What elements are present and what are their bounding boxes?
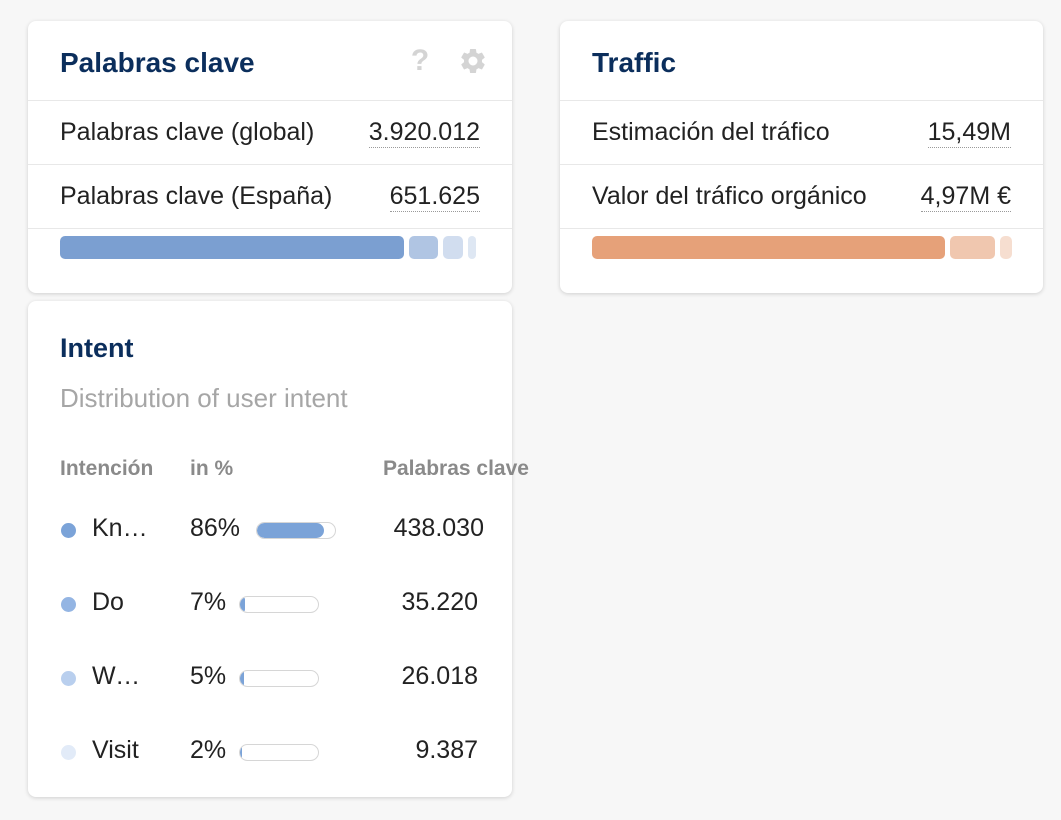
keywords-spain-value[interactable]: 651.625 xyxy=(389,182,480,212)
help-icon[interactable]: ? xyxy=(410,44,430,77)
keywords-column-header: Palabras clave xyxy=(383,457,529,480)
intent-percent: 7% xyxy=(190,588,227,616)
intent-keyword-count[interactable]: 9.387 xyxy=(415,736,478,764)
intent-column-header: Intención xyxy=(60,457,154,480)
keywords-card-title: Palabras clave xyxy=(60,47,255,78)
intent-keyword-count[interactable]: 438.030 xyxy=(393,514,484,542)
traffic-bar-segment-1 xyxy=(592,236,945,259)
intent-share-fill xyxy=(240,745,243,760)
intent-dot xyxy=(61,597,76,612)
intent-card-title: Intent xyxy=(60,333,134,363)
traffic-value-value[interactable]: 4,97M € xyxy=(920,182,1011,212)
intent-row-know[interactable]: Know 86% 438.030 xyxy=(28,510,512,550)
intent-card-subtitle: Distribution of user intent xyxy=(60,383,348,413)
intent-row-visit[interactable]: Visit 2% 9.387 xyxy=(28,732,512,772)
intent-share-bar xyxy=(239,596,319,613)
intent-percent: 5% xyxy=(190,662,227,690)
keywords-distribution-bar xyxy=(28,228,512,292)
intent-share-fill xyxy=(240,671,244,686)
traffic-card-title: Traffic xyxy=(592,47,677,78)
traffic-distribution-bar xyxy=(560,228,1043,292)
keywords-bar-segment-2 xyxy=(409,236,438,259)
intent-dot xyxy=(61,745,76,760)
intent-card: Intent Distribution of user intent Inten… xyxy=(28,301,529,797)
keywords-bar-segment-1 xyxy=(60,236,405,259)
intent-dot xyxy=(61,671,76,686)
intent-share-bar xyxy=(256,522,336,539)
intent-name: Visit xyxy=(92,736,139,764)
keywords-spain-label: Palabras clave (España) xyxy=(60,182,333,210)
intent-share-fill xyxy=(240,597,246,612)
intent-row-do[interactable]: Do 7% 35.220 xyxy=(28,584,512,624)
percent-column-header: in % xyxy=(190,457,234,480)
intent-percent: 2% xyxy=(190,736,227,764)
intent-share-bar xyxy=(239,744,319,761)
traffic-bar-segment-3 xyxy=(999,236,1012,259)
keywords-bar-segment-4 xyxy=(467,236,476,259)
intent-name: Website xyxy=(92,662,154,690)
intent-share-fill xyxy=(257,523,325,538)
intent-name: Do xyxy=(92,588,124,616)
keywords-row-spain: Palabras clave (España) 651.625 xyxy=(28,164,512,228)
intent-row-website[interactable]: Website 5% 26.018 xyxy=(28,658,512,698)
traffic-row-value: Valor del tráfico orgánico 4,97M € xyxy=(560,164,1043,228)
traffic-card: Traffic Estimación del tráfico 15,49M Va… xyxy=(560,21,1043,293)
intent-name: Know xyxy=(92,514,154,542)
keywords-card-actions: ? xyxy=(404,45,488,77)
intent-keyword-count[interactable]: 26.018 xyxy=(401,662,478,690)
traffic-estimate-value[interactable]: 15,49M xyxy=(927,118,1011,148)
traffic-estimate-label: Estimación del tráfico xyxy=(592,118,830,146)
intent-dot xyxy=(61,523,76,538)
intent-percent: 86% xyxy=(190,514,241,542)
traffic-bar-segment-2 xyxy=(949,236,995,259)
intent-keyword-count[interactable]: 35.220 xyxy=(401,588,478,616)
gear-icon[interactable] xyxy=(458,46,488,76)
traffic-row-estimate: Estimación del tráfico 15,49M xyxy=(560,100,1043,164)
keywords-bar-segment-3 xyxy=(442,236,463,259)
traffic-value-label: Valor del tráfico orgánico xyxy=(592,182,867,210)
keywords-global-value[interactable]: 3.920.012 xyxy=(368,118,480,148)
intent-share-bar xyxy=(239,670,319,687)
keywords-card: Palabras clave ? Palabras clave (global)… xyxy=(28,21,512,293)
keywords-row-global: Palabras clave (global) 3.920.012 xyxy=(28,100,512,164)
keywords-global-label: Palabras clave (global) xyxy=(60,118,315,146)
